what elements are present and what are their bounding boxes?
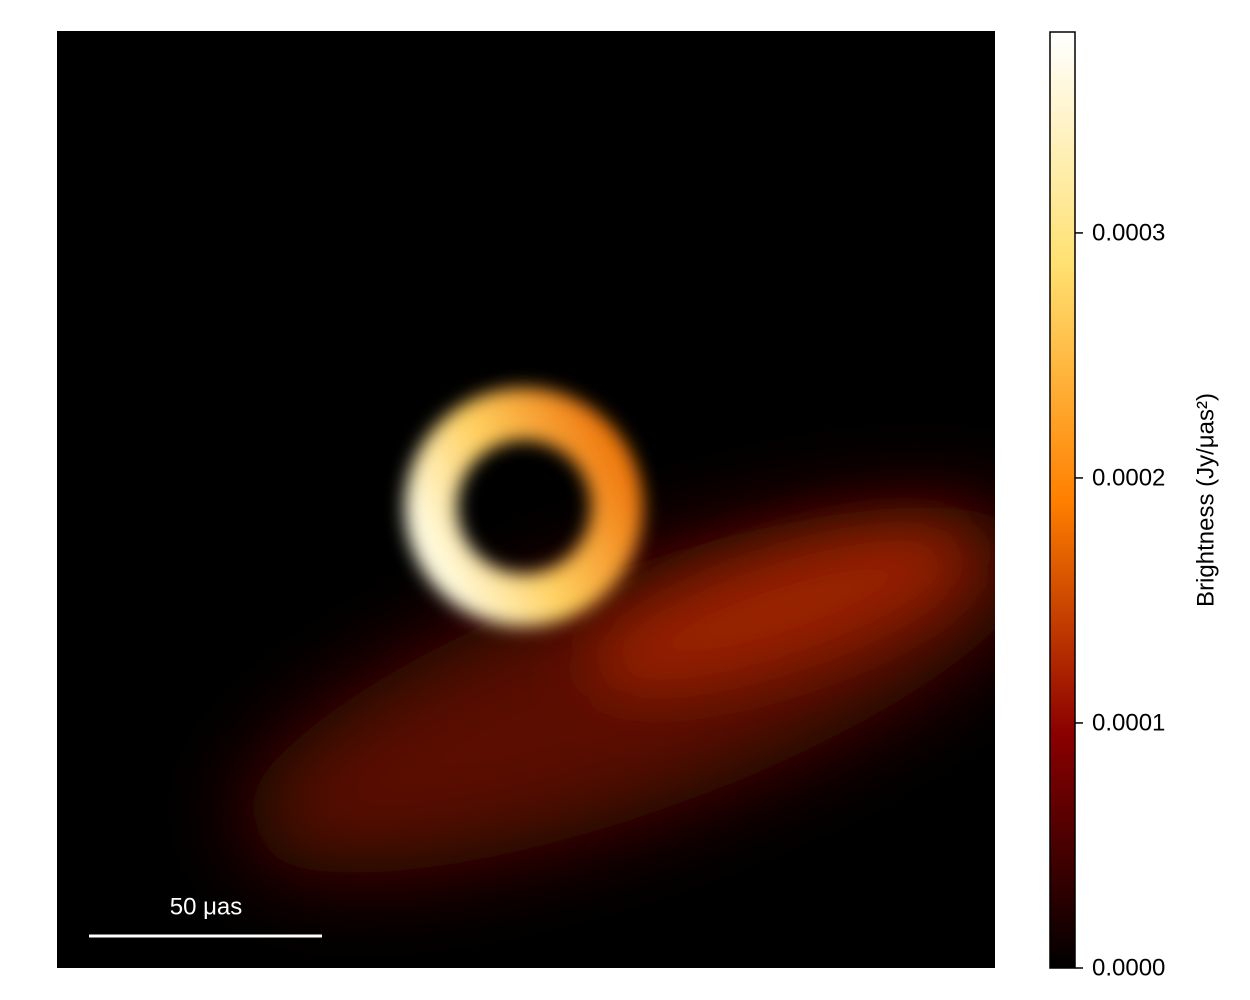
colorbar-tick-label: 0.0002 <box>1092 464 1165 491</box>
colorbar-label: Brightness (Jy/μas²) <box>1192 393 1219 607</box>
ring <box>405 388 643 626</box>
colorbar-tick-label: 0.0001 <box>1092 709 1165 736</box>
colorbar <box>1049 31 1076 969</box>
scale-bar-label: 50 μas <box>170 893 243 920</box>
jet-core <box>589 529 971 691</box>
colorbar-tick-label: 0.0003 <box>1092 219 1165 246</box>
colorbar-tick-label: 0.0000 <box>1092 954 1165 981</box>
image <box>243 388 995 873</box>
